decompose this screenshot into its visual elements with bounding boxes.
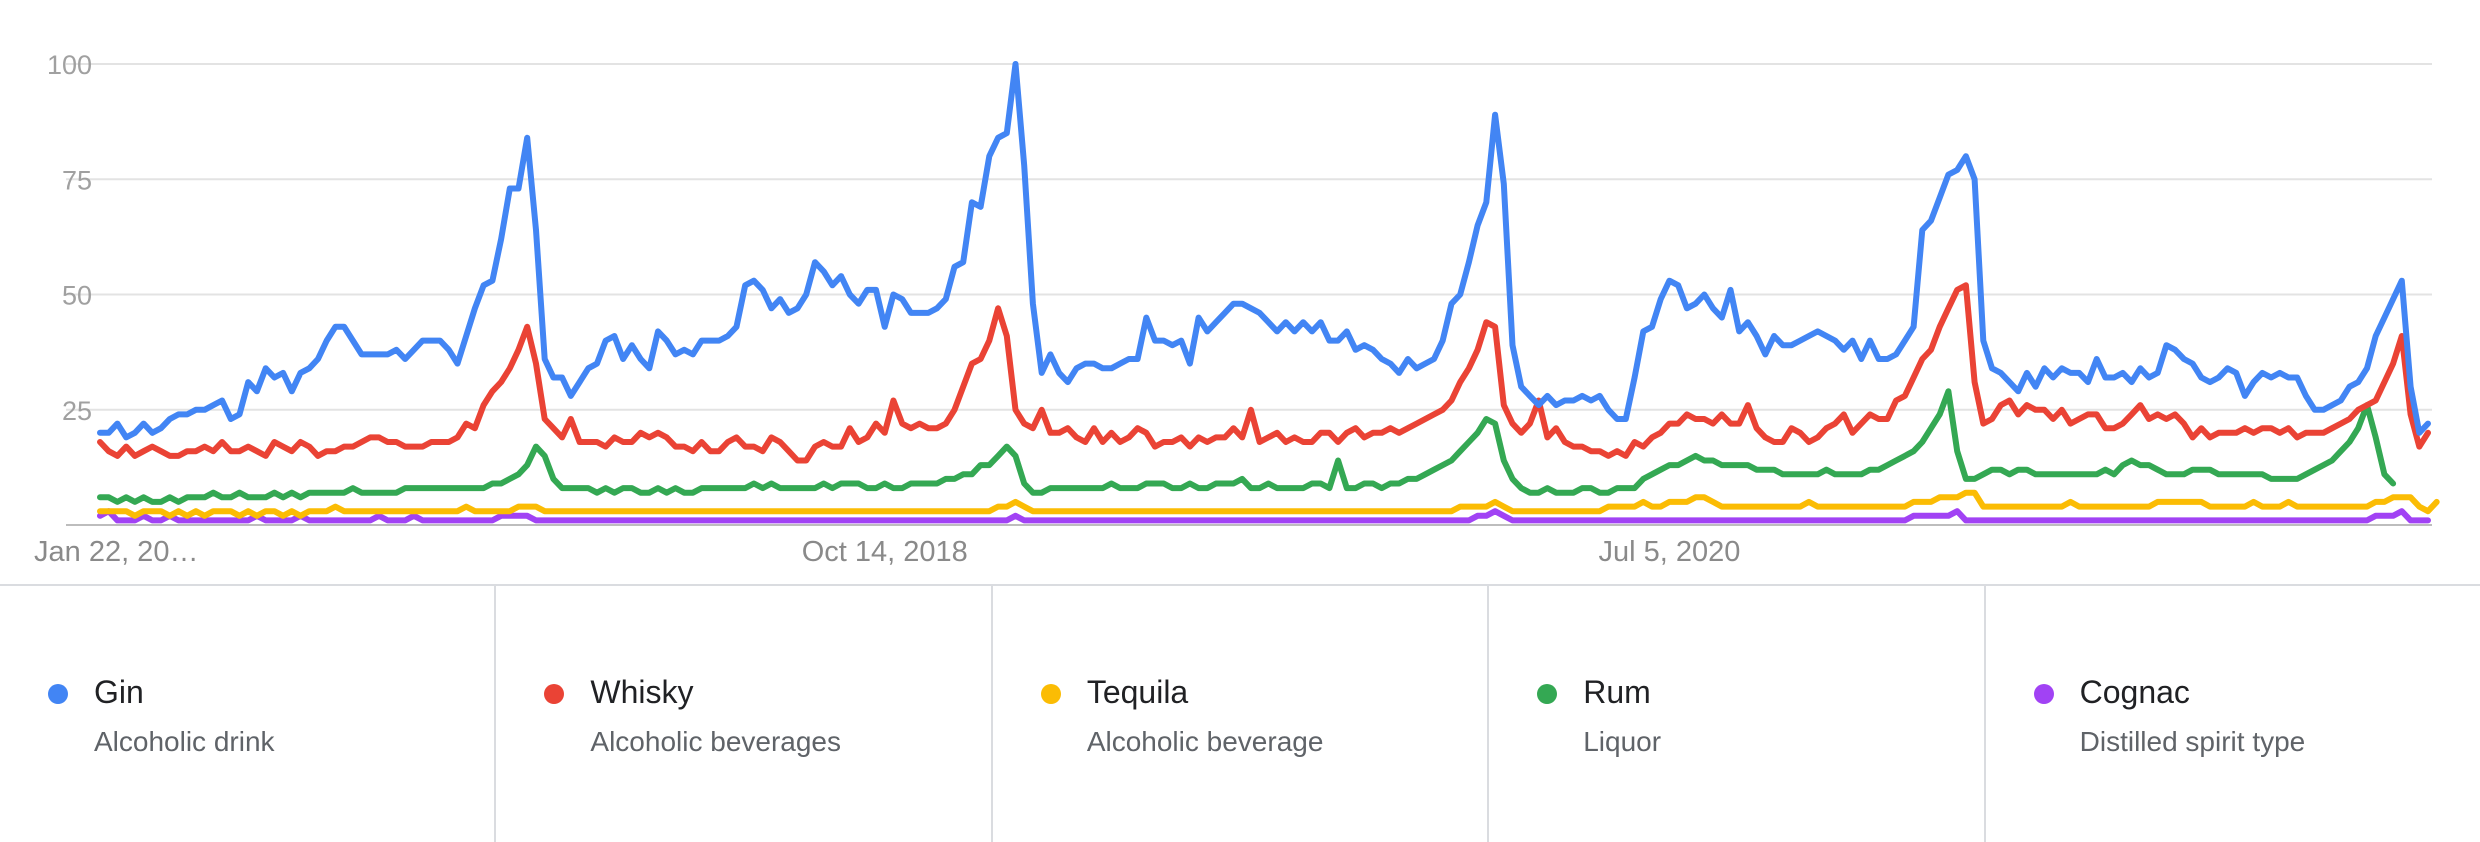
y-tick-label: 100 — [47, 50, 92, 80]
series-line-gin[interactable] — [97, 61, 2431, 441]
legend-term-description: Liquor — [1583, 726, 1662, 757]
legend-dot-icon — [2033, 684, 2054, 704]
legend-item-cognac[interactable]: Cognac Distilled spirit type — [1986, 586, 2480, 842]
x-tick-label: Jan 22, 20… — [34, 536, 198, 568]
legend: Gin Alcoholic drink Whisky Alcoholic bev… — [0, 584, 2480, 842]
series-line-cognac[interactable] — [97, 508, 2431, 524]
x-tick-label: Oct 14, 2018 — [802, 536, 968, 568]
series-line-rum[interactable] — [97, 388, 2397, 505]
legend-dot-icon — [544, 684, 565, 704]
trend-chart: 100 75 50 25 Jan 22, 20… Oct 14, 2018 Jul 5, … — [34, 50, 2440, 568]
legend-dot-icon — [1537, 684, 1558, 704]
x-axis-ticks: Jan 22, 20… Oct 14, 2018 Jul 5, 2020 — [34, 536, 1740, 568]
legend-item-whisky[interactable]: Whisky Alcoholic beverages — [496, 586, 993, 842]
legend-dot-icon — [1040, 684, 1061, 704]
legend-item-tequila[interactable]: Tequila Alcoholic beverage — [993, 586, 1490, 842]
y-axis-ticks: 100 75 50 25 — [47, 50, 92, 426]
legend-term-name: Whisky — [590, 674, 694, 710]
legend-term-description: Distilled spirit type — [2079, 726, 2306, 757]
legend-dot-icon — [48, 684, 68, 704]
legend-term-description: Alcoholic beverages — [590, 726, 841, 757]
legend-item-gin[interactable]: Gin Alcoholic drink — [0, 586, 497, 842]
x-tick-label: Jul 5, 2020 — [1598, 536, 1740, 568]
legend-term-description: Alcoholic beverage — [1086, 726, 1324, 757]
gridlines — [66, 63, 2432, 526]
legend-term-name: Rum — [1583, 674, 1651, 710]
series-line-tequila[interactable] — [97, 489, 2440, 519]
y-tick-label: 75 — [62, 165, 92, 195]
y-tick-label: 50 — [62, 281, 92, 311]
trend-chart-svg: 100 75 50 25 Jan 22, 20… Oct 14, 2018 Jul 5, … — [34, 50, 2440, 568]
legend-term-name: Tequila — [1086, 674, 1189, 710]
legend-term-name: Cognac — [2079, 674, 2190, 710]
y-tick-label: 25 — [62, 396, 92, 426]
legend-item-rum[interactable]: Rum Liquor — [1489, 586, 1986, 842]
series-lines — [97, 61, 2440, 524]
legend-term-description: Alcoholic drink — [94, 726, 275, 757]
series-line-whisky[interactable] — [97, 282, 2431, 464]
legend-term-name: Gin — [94, 674, 144, 710]
